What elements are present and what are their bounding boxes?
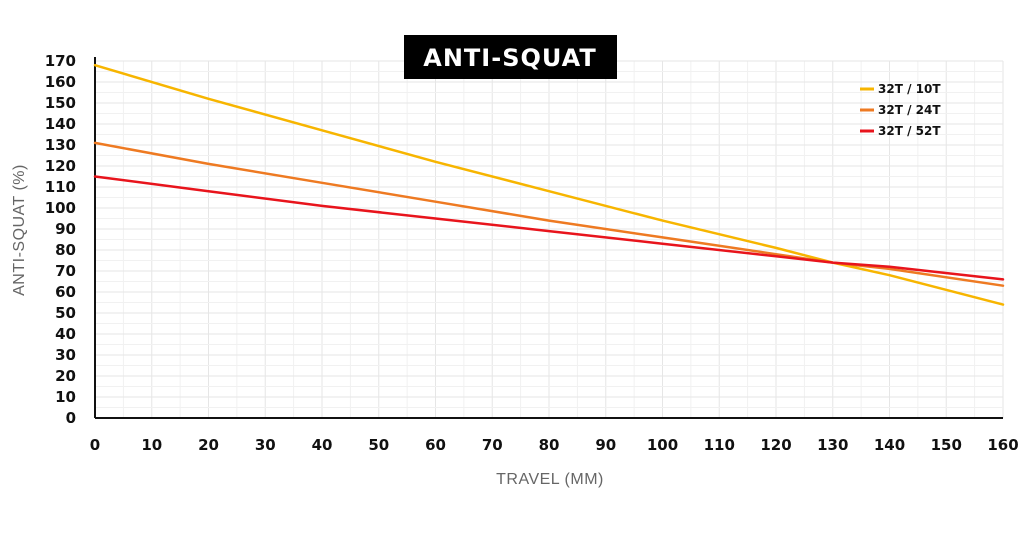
x-tick-label: 50 [368, 436, 389, 454]
chart-title: ANTI-SQUAT [404, 35, 617, 79]
y-tick-label: 50 [55, 304, 76, 322]
y-tick-label: 70 [55, 262, 76, 280]
y-tick-label: 150 [45, 94, 76, 112]
legend-label-3: 32T / 52T [878, 124, 941, 138]
title-text: ANTI-SQUAT [423, 44, 596, 72]
x-tick-label: 40 [312, 436, 333, 454]
x-tick-label: 160 [987, 436, 1018, 454]
tick-labels: 0 10 20 30 40 50 60 70 80 90 100 110 120 130 140 150 160… [45, 52, 1019, 454]
series-line-1 [93, 63, 1005, 306]
series-lines [93, 63, 1005, 306]
y-tick-label: 100 [45, 199, 76, 217]
y-tick-label: 20 [55, 367, 76, 385]
y-tick-label: 30 [55, 346, 76, 364]
x-tick-label: 70 [482, 436, 503, 454]
y-tick-label: 160 [45, 73, 76, 91]
x-axis-title: TRAVEL (MM) [496, 471, 604, 488]
x-tick-label: 140 [874, 436, 905, 454]
series-line-3 [93, 175, 1005, 281]
x-tick-label: 30 [255, 436, 276, 454]
axes [94, 57, 1003, 419]
x-tick-label: 20 [198, 436, 219, 454]
x-tick-label: 120 [760, 436, 791, 454]
x-tick-label: 130 [817, 436, 848, 454]
y-tick-label: 140 [45, 115, 76, 133]
x-tick-label: 150 [931, 436, 962, 454]
y-tick-label: 10 [55, 388, 76, 406]
y-axis-title: ANTI-SQUAT (%) [11, 164, 28, 296]
x-tick-label: 90 [595, 436, 616, 454]
y-tick-label: 0 [66, 409, 76, 427]
x-tick-label: 80 [539, 436, 560, 454]
x-tick-label: 100 [647, 436, 678, 454]
y-tick-label: 40 [55, 325, 76, 343]
x-tick-label: 60 [425, 436, 446, 454]
y-tick-label: 110 [45, 178, 76, 196]
y-tick-label: 60 [55, 283, 76, 301]
y-tick-label: 170 [45, 52, 76, 70]
x-tick-label: 110 [704, 436, 735, 454]
y-tick-label: 80 [55, 241, 76, 259]
y-tick-label: 130 [45, 136, 76, 154]
y-tick-label: 120 [45, 157, 76, 175]
legend-label-1: 32T / 10T [878, 82, 941, 96]
grid [94, 60, 1004, 419]
legend: 32T / 10T 32T / 24T 32T / 52T [860, 82, 941, 138]
y-tick-label: 90 [55, 220, 76, 238]
x-tick-label: 0 [90, 436, 100, 454]
title-background [404, 35, 617, 79]
legend-label-2: 32T / 24T [878, 103, 941, 117]
x-tick-label: 10 [141, 436, 162, 454]
